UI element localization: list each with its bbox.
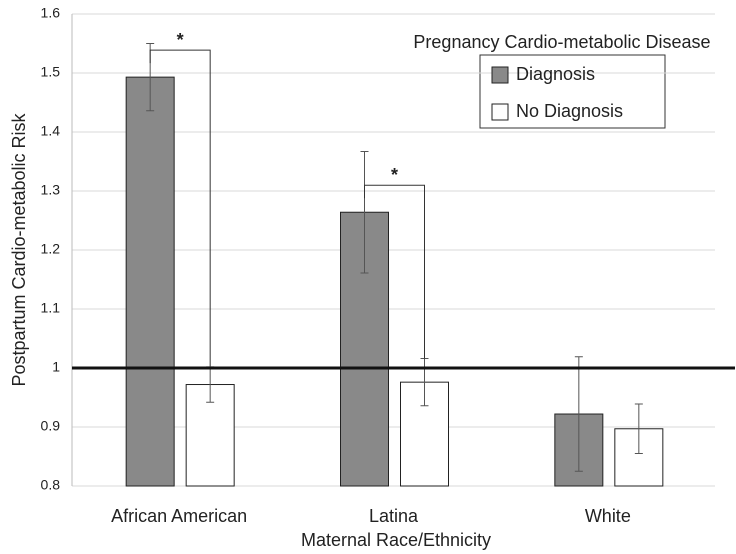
significance-label: * — [391, 165, 398, 185]
legend-swatch — [491, 103, 509, 121]
error-bar — [574, 356, 583, 472]
x-tick-label: African American — [111, 506, 247, 526]
x-axis-label: Maternal Race/Ethnicity — [301, 530, 491, 550]
y-tick-label: 1.5 — [41, 64, 61, 80]
x-tick-label: White — [585, 506, 631, 526]
y-tick-label: 1.4 — [41, 123, 61, 139]
bar — [125, 76, 175, 487]
legend-label: Diagnosis — [516, 64, 595, 84]
y-tick-label: 0.9 — [41, 418, 61, 434]
y-axis-label: Postpartum Cardio-metabolic Risk — [9, 112, 29, 386]
y-tick-label: 0.8 — [41, 477, 61, 493]
error-bar — [634, 403, 643, 455]
legend-box — [479, 54, 666, 129]
y-tick-label: 1.2 — [41, 241, 61, 257]
significance-bracket — [364, 184, 425, 359]
y-tick-label: 1.1 — [41, 300, 61, 316]
y-tick-label: 1.6 — [41, 5, 61, 21]
error-bar — [360, 150, 369, 274]
legend-title: Pregnancy Cardio-metabolic Disease — [413, 32, 710, 52]
y-tick-label: 1.3 — [41, 182, 61, 198]
significance-bracket — [149, 49, 211, 367]
legend-label: No Diagnosis — [516, 101, 623, 121]
x-tick-label: Latina — [369, 506, 419, 526]
significance-label: * — [177, 30, 184, 50]
legend-swatch — [491, 66, 509, 84]
y-tick-label: 1 — [52, 359, 60, 375]
